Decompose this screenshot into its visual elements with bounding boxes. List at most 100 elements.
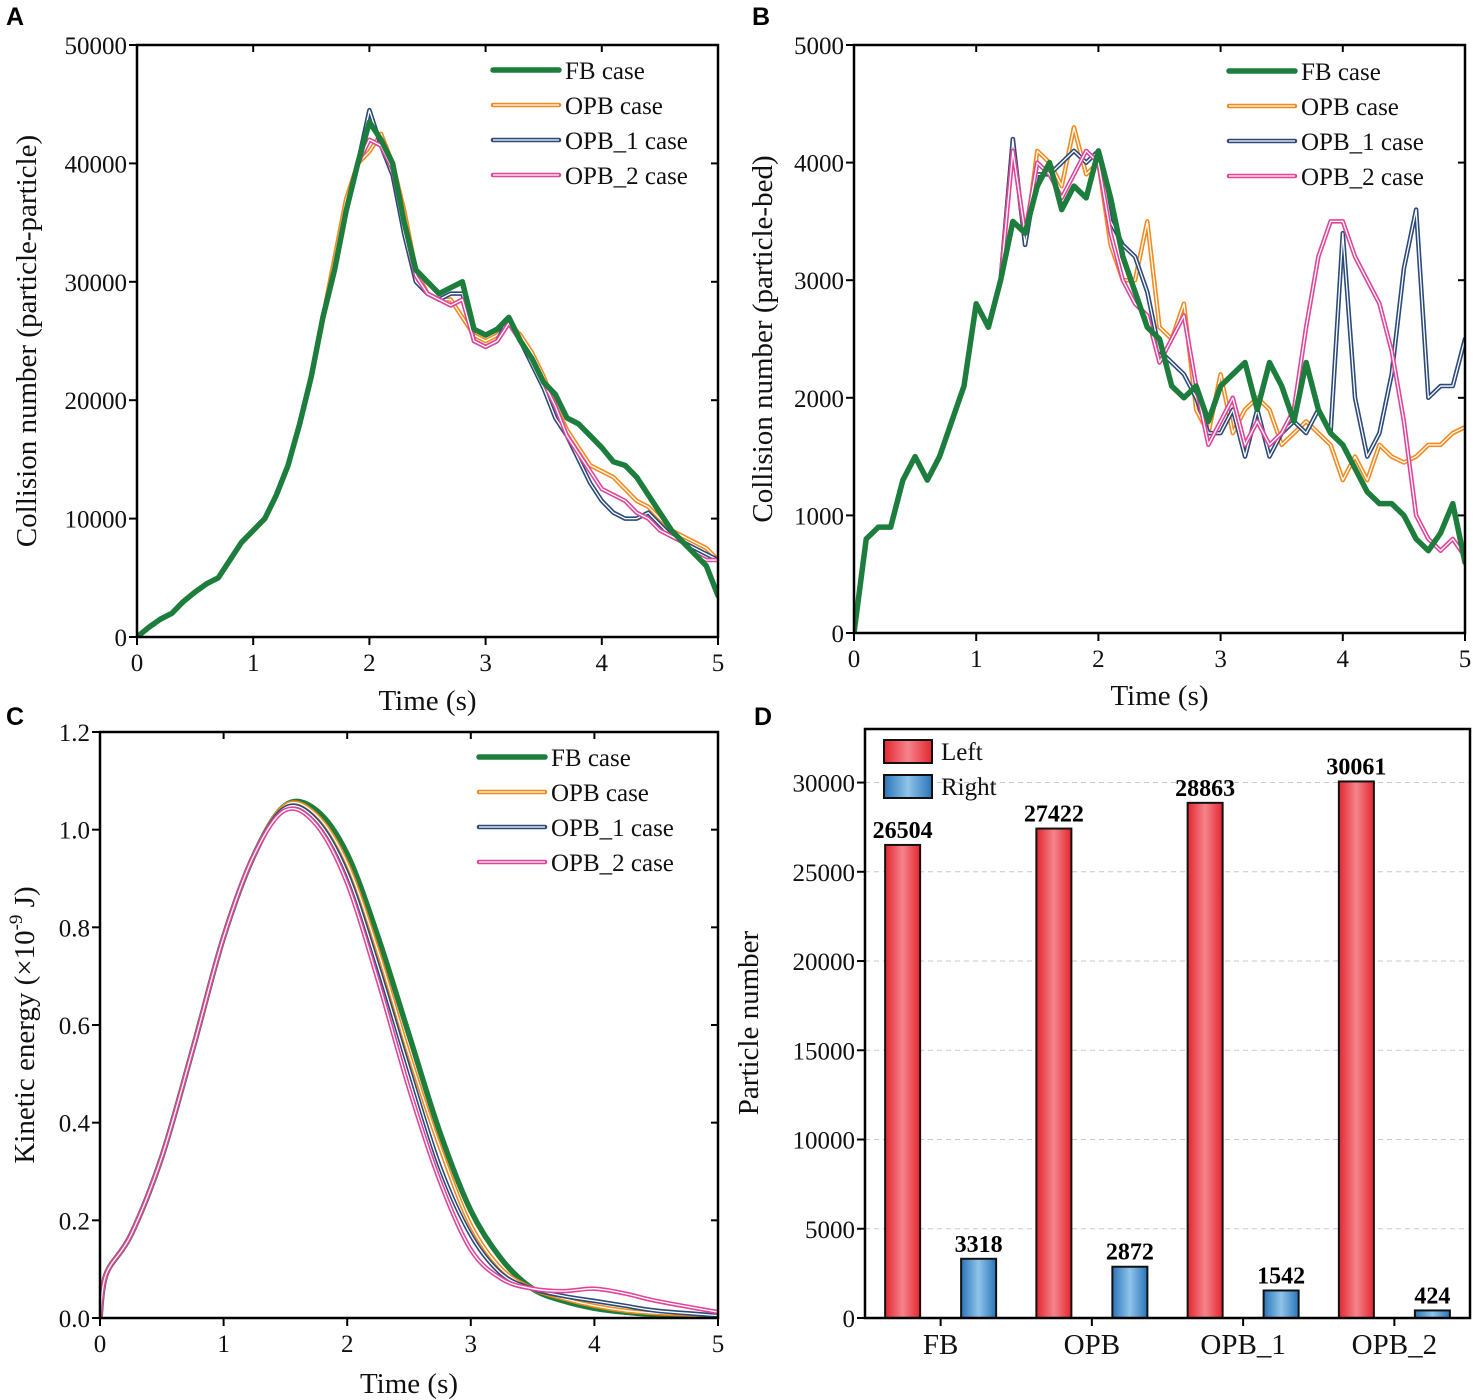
x-tick-label: 1 <box>217 1331 230 1358</box>
panel-label-d: D <box>754 703 772 731</box>
series-group <box>100 798 718 1318</box>
series-line-opb-2 <box>854 148 1465 633</box>
legend-swatch <box>883 774 933 799</box>
bar-right <box>1262 1289 1300 1320</box>
y-axis-label: Collision number (particle-particle) <box>11 135 43 547</box>
x-tick-label: 2 <box>1092 646 1105 673</box>
bar-left <box>1035 827 1073 1319</box>
x-tick-label: 1 <box>247 650 260 677</box>
bar-value-label: 28863 <box>1175 776 1235 802</box>
legend-label: OPB_1 case <box>1301 129 1424 156</box>
y-axis-label-tail: J) <box>9 886 41 914</box>
series-line-opb-2-inner <box>854 150 1465 633</box>
y-tick-label: 0.4 <box>59 1111 91 1138</box>
bar-value-label: 26504 <box>873 818 933 844</box>
y-tick-label: 30000 <box>65 270 128 297</box>
legend-label: Right <box>941 774 997 801</box>
legend-label: FB case <box>551 745 631 772</box>
y-tick-label: 0 <box>115 625 128 652</box>
x-axis-label: Time (s) <box>1110 680 1208 712</box>
y-tick-label: 0 <box>843 1306 856 1333</box>
bar-left <box>1337 780 1375 1319</box>
panel-label-b: B <box>752 3 770 31</box>
series-line-opb-1-inner <box>854 138 1465 633</box>
y-tick-label: 10000 <box>793 1128 856 1155</box>
bar-left <box>1186 801 1224 1319</box>
panel-b: 0 1000 2000 3000 4000 5000 0 1 2 3 4 5 Time (s) Colli… <box>747 33 1471 712</box>
bar-value-label: 1542 <box>1257 1263 1305 1289</box>
x-tick-label: 3 <box>479 650 492 677</box>
legend-label: OPB_1 case <box>565 128 688 155</box>
plot-frame <box>135 43 720 639</box>
x-tick-label: 3 <box>1214 646 1227 673</box>
x-tick-label: OPB_2 <box>1352 1329 1437 1361</box>
plot-frame <box>852 43 1467 635</box>
series-line-fb <box>137 119 718 637</box>
y-axis-label-text: Collision number (particle-bed) <box>747 155 779 522</box>
y-tick-label: 5000 <box>794 33 844 60</box>
panel-a: 0 10000 20000 30000 40000 50000 0 1 2 3 4 5 Time (s)… <box>11 33 724 717</box>
series-line-opb-inner <box>137 133 718 637</box>
x-tick-label: 0 <box>131 650 144 677</box>
y-tick-label: 20000 <box>65 388 128 415</box>
y-tick-label: 10000 <box>65 507 128 534</box>
y-tick-label: 0.6 <box>59 1013 90 1040</box>
x-tick-label: 4 <box>1337 646 1350 673</box>
bar-value-label: 424 <box>1414 1283 1450 1309</box>
legend-label: OPB_2 case <box>1301 164 1424 191</box>
y-tick-label: 0.2 <box>59 1208 90 1235</box>
series-line-fb <box>854 148 1465 633</box>
series-line-opb-2-inner <box>100 807 718 1318</box>
series-group <box>137 107 718 637</box>
plot-frame <box>98 730 720 1320</box>
bar-value-label: 3318 <box>955 1232 1003 1258</box>
y-tick-label: 30000 <box>793 771 856 798</box>
x-tick-label: 5 <box>1459 646 1472 673</box>
y-tick-label: 0.0 <box>59 1306 90 1333</box>
y-tick-label: 5000 <box>805 1217 855 1244</box>
panel-c: 0.0 0.2 0.4 0.6 0.8 1.0 1.2 0 1 2 3 4 5 Time (s) Kinet… <box>6 720 724 1400</box>
plot-frame <box>863 727 1472 1320</box>
x-tick-label: 4 <box>588 1331 601 1358</box>
y-axis-label-text: Kinetic energy (×10 <box>9 930 41 1163</box>
y-axis-label-text: Particle number <box>733 930 765 1115</box>
bar-right <box>960 1257 998 1319</box>
legend-label: OPB case <box>1301 94 1399 121</box>
y-axis-label-sup: -9 <box>6 915 27 931</box>
y-axis-label: Kinetic energy (×10-9 J) <box>6 886 41 1163</box>
x-tick-label: 4 <box>596 650 609 677</box>
y-tick-label: 4000 <box>794 151 844 178</box>
legend-label: OPB_2 case <box>551 850 674 877</box>
panel-d: 0 5000 10000 15000 20000 25000 30000 Particle n… <box>733 727 1472 1361</box>
x-tick-label: 0 <box>848 646 861 673</box>
legend-label: FB case <box>565 58 645 85</box>
series-line-opb-1 <box>100 803 718 1318</box>
y-tick-label: 2000 <box>794 386 844 413</box>
y-tick-label: 15000 <box>793 1038 856 1065</box>
series-line-opb <box>100 800 718 1318</box>
y-axis-label: Particle number <box>733 930 765 1115</box>
y-tick-label: 20000 <box>793 949 856 976</box>
bar-value-label: 27422 <box>1024 802 1084 828</box>
x-tick-label: OPB_1 <box>1200 1329 1285 1361</box>
x-tick-label: 2 <box>363 650 376 677</box>
legend-label: Left <box>941 739 983 766</box>
series-line-opb-2-inner <box>137 139 718 637</box>
y-tick-label: 1.0 <box>59 818 90 845</box>
x-tick-label: 5 <box>712 1331 725 1358</box>
x-tick-label: OPB <box>1064 1329 1120 1361</box>
bar-left <box>884 843 922 1320</box>
legend-label: OPB_2 case <box>565 163 688 190</box>
bar-value-label: 2872 <box>1106 1240 1154 1266</box>
y-tick-label: 50000 <box>65 33 128 60</box>
y-tick-label: 25000 <box>793 860 856 887</box>
y-tick-label: 40000 <box>65 151 128 178</box>
y-tick-label: 0 <box>832 621 845 648</box>
legend-label: FB case <box>1301 59 1381 86</box>
bar-right <box>1111 1265 1149 1319</box>
legend-label: OPB_1 case <box>551 815 674 842</box>
y-tick-label: 0.8 <box>59 915 90 942</box>
x-tick-label: FB <box>923 1329 958 1361</box>
series-line-opb-1 <box>854 136 1465 633</box>
